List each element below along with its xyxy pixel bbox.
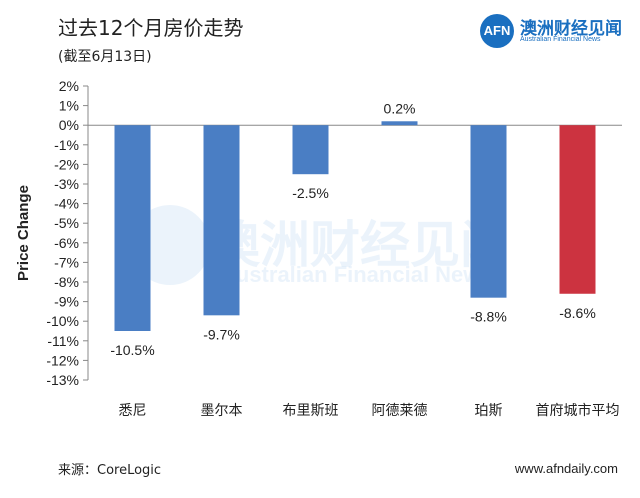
x-tick-label: 首府城市平均	[536, 402, 620, 419]
watermark-name-cn: 澳洲财经见闻	[210, 216, 510, 274]
bar	[292, 125, 329, 175]
bar	[114, 125, 151, 331]
bar	[470, 125, 507, 298]
bar	[381, 121, 418, 126]
y-tick-label: 2%	[59, 78, 79, 94]
chart-subtitle: (截至6月13日)	[58, 49, 152, 65]
data-label: -2.5%	[292, 185, 329, 201]
y-tick-label: -2%	[54, 156, 79, 172]
chart-title: 过去12个月房价走势	[58, 16, 244, 40]
y-tick-label: -1%	[54, 137, 79, 153]
x-tick-label: 阿德莱德	[372, 403, 428, 419]
x-tick-label: 珀斯	[475, 403, 503, 419]
y-tick-label: -3%	[54, 176, 79, 192]
y-tick-label: 0%	[59, 117, 79, 133]
y-tick-label: -9%	[54, 294, 79, 310]
source-note: 来源：CoreLogic	[58, 463, 162, 478]
y-tick-label: -13%	[46, 372, 79, 388]
y-tick-label: -11%	[47, 333, 79, 349]
data-label: -9.7%	[203, 326, 240, 342]
data-label: -10.5%	[110, 342, 154, 358]
y-tick-label: -8%	[54, 274, 79, 290]
afn-logo-icon: AFN	[480, 14, 514, 48]
y-tick-label: -6%	[54, 235, 79, 251]
website-link[interactable]: www.afndaily.com	[514, 461, 618, 476]
y-axis-title: Price Change	[15, 185, 32, 281]
data-label: -8.6%	[559, 305, 596, 321]
x-tick-label: 布里斯班	[283, 403, 339, 419]
logo-name-cn: 澳洲财经见闻	[520, 19, 622, 39]
logo-name-en: Australian Financial News	[520, 36, 601, 43]
y-tick-label: -7%	[54, 254, 79, 270]
data-label: -8.8%	[470, 309, 507, 325]
afn-logo: AFN 澳洲财经见闻 Australian Financial News	[480, 14, 622, 48]
watermark-name-en: Australian Financial News	[220, 262, 493, 287]
y-tick-label: -4%	[54, 196, 79, 212]
bar	[203, 125, 240, 316]
x-tick-label: 悉尼	[119, 403, 147, 419]
y-tick-label: -5%	[54, 215, 79, 231]
y-tick-label: 1%	[59, 98, 79, 114]
y-tick-label: -10%	[46, 313, 79, 329]
data-label: 0.2%	[384, 100, 416, 116]
bar	[559, 125, 596, 294]
x-tick-label: 墨尔本	[201, 403, 243, 419]
y-tick-label: -12%	[46, 352, 79, 368]
